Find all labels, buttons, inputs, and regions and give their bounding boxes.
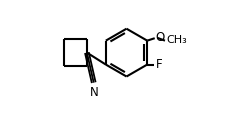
Text: F: F	[155, 58, 162, 71]
Text: N: N	[90, 86, 99, 99]
Text: CH₃: CH₃	[166, 35, 187, 45]
Text: O: O	[156, 31, 165, 44]
